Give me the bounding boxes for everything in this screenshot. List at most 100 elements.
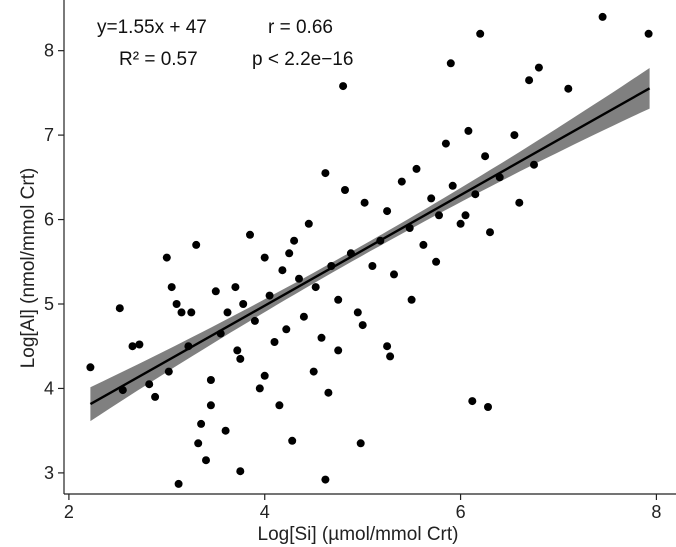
data-point xyxy=(311,283,320,292)
data-point xyxy=(231,283,240,292)
y-tick-label: 8 xyxy=(44,41,54,61)
data-point xyxy=(260,371,269,380)
data-point xyxy=(309,367,318,376)
data-point xyxy=(290,236,299,245)
y-tick-label: 6 xyxy=(44,210,54,230)
data-point xyxy=(128,342,137,351)
data-point xyxy=(390,270,398,279)
data-point xyxy=(151,392,160,401)
data-point xyxy=(317,333,326,342)
data-point xyxy=(471,190,480,199)
data-point xyxy=(341,186,349,194)
data-point xyxy=(288,436,297,445)
data-point xyxy=(202,456,210,465)
data-point xyxy=(461,211,470,220)
data-point xyxy=(167,283,176,292)
data-point xyxy=(432,257,441,266)
data-point xyxy=(206,401,215,410)
data-point xyxy=(353,308,362,317)
data-point xyxy=(86,363,95,372)
data-point xyxy=(192,240,201,249)
data-point xyxy=(211,287,220,296)
data-point xyxy=(484,403,492,411)
data-point xyxy=(368,262,377,270)
data-point xyxy=(564,84,573,93)
plot-area xyxy=(86,12,653,488)
y-tick-label: 7 xyxy=(44,125,54,145)
data-point xyxy=(419,240,428,249)
confidence-band xyxy=(90,68,650,422)
data-point xyxy=(386,352,395,361)
data-point xyxy=(145,380,154,389)
data-point xyxy=(282,325,291,334)
data-point xyxy=(481,152,490,161)
axes: 2 4 6 8 3 4 5 6 7 8 xyxy=(44,0,676,522)
data-point xyxy=(246,230,254,239)
data-point xyxy=(239,300,248,308)
y-tick-label: 4 xyxy=(44,378,54,398)
data-point xyxy=(448,181,457,190)
annotation-p-value: p < 2.2e−16 xyxy=(252,49,353,70)
data-point xyxy=(407,295,416,304)
x-tick-label: 8 xyxy=(651,502,661,522)
x-axis-title: Log[Si] (µmol/mmol Crt) xyxy=(258,524,459,545)
data-point xyxy=(441,139,450,148)
data-point xyxy=(339,82,348,91)
data-point xyxy=(135,340,144,349)
data-point xyxy=(486,228,494,237)
data-point xyxy=(278,266,287,275)
data-point xyxy=(334,346,343,355)
y-tick-label: 5 xyxy=(44,294,54,314)
x-tick-label: 6 xyxy=(456,502,466,522)
annotation-equation: y=1.55x + 47 xyxy=(97,17,207,38)
y-axis-title: Log[Al] (nmol/mmol Crt) xyxy=(18,168,39,369)
data-point xyxy=(397,177,406,186)
data-point xyxy=(223,308,232,317)
data-point xyxy=(172,300,181,308)
data-point xyxy=(174,479,183,488)
data-point xyxy=(525,76,534,85)
data-point xyxy=(197,419,206,428)
data-point xyxy=(456,219,465,228)
data-point xyxy=(515,198,524,207)
data-point xyxy=(115,304,124,313)
data-point xyxy=(476,29,485,38)
data-point xyxy=(250,316,259,325)
data-point xyxy=(334,295,343,304)
annotation-r: r = 0.66 xyxy=(268,17,333,38)
data-point xyxy=(446,59,455,68)
data-point xyxy=(468,397,477,406)
data-point xyxy=(285,249,294,258)
y-tick-label: 3 xyxy=(44,463,54,483)
data-point xyxy=(221,426,230,435)
data-point xyxy=(255,384,264,393)
data-point xyxy=(164,367,173,376)
data-point xyxy=(236,354,245,363)
annotation-r-squared: R² = 0.57 xyxy=(119,49,198,70)
data-point xyxy=(270,338,279,346)
data-point xyxy=(464,126,473,135)
data-point xyxy=(162,253,171,262)
data-point xyxy=(383,342,392,351)
data-point xyxy=(187,308,196,317)
data-point xyxy=(534,63,543,72)
data-point xyxy=(427,194,436,203)
data-point xyxy=(644,29,653,38)
data-point xyxy=(383,207,392,216)
data-point xyxy=(360,198,369,207)
data-point xyxy=(206,376,215,384)
data-point xyxy=(321,169,330,178)
data-point xyxy=(265,291,274,300)
data-point xyxy=(260,253,269,262)
data-point xyxy=(412,164,421,173)
data-point xyxy=(177,308,186,317)
data-point xyxy=(358,321,367,330)
data-point xyxy=(275,401,284,410)
x-tick-label: 4 xyxy=(260,502,270,522)
data-point xyxy=(236,467,245,476)
data-point xyxy=(295,274,303,283)
regression-line xyxy=(89,87,651,406)
data-point xyxy=(598,12,607,21)
data-point xyxy=(510,131,519,140)
